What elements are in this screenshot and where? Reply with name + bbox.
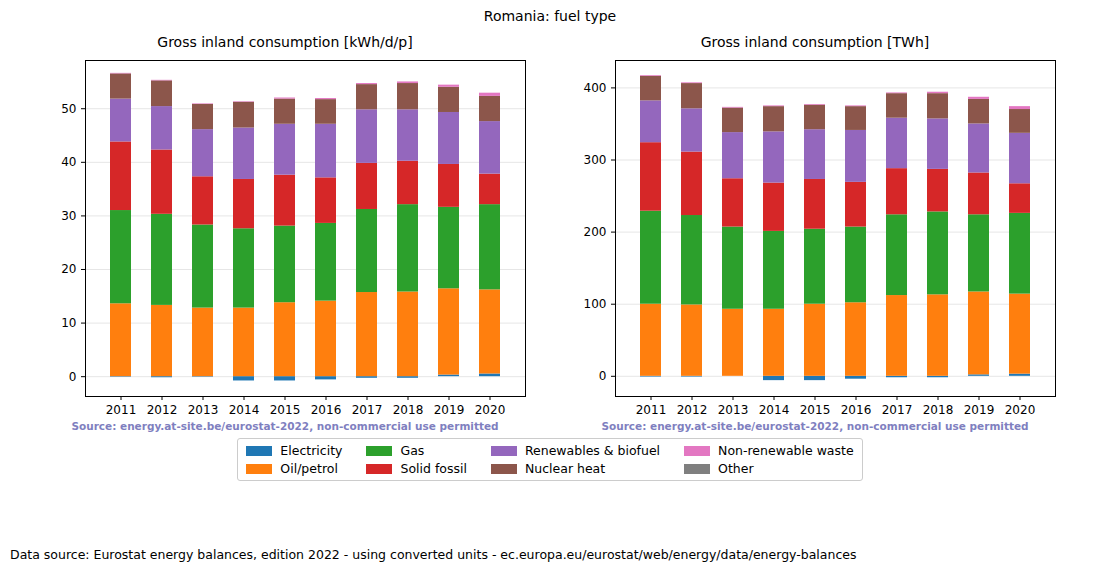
svg-text:50: 50 [61, 102, 76, 116]
svg-text:400: 400 [584, 81, 607, 95]
svg-text:2019: 2019 [964, 403, 995, 417]
html-text:Oil/petrol: Oil/petrol [280, 461, 338, 476]
html-text:Romania: fuel type: Romania: fuel type [483, 8, 617, 24]
svg-text:2020: 2020 [1005, 403, 1036, 417]
svg-text:2012: 2012 [147, 403, 178, 417]
html-text:Nuclear heat: Nuclear heat [524, 461, 606, 476]
svg-text:2012: 2012 [677, 403, 708, 417]
html-text:Electricity: Electricity [280, 443, 343, 458]
svg-text:200: 200 [584, 225, 607, 239]
svg-text:2014: 2014 [759, 403, 790, 417]
svg-text:2014: 2014 [229, 403, 260, 417]
html-text:Gross inland consumption [TWh]: Gross inland consumption [TWh] [700, 34, 930, 50]
svg-text:2019: 2019 [434, 403, 465, 417]
svg-text:0: 0 [599, 369, 607, 383]
svg-text:2018: 2018 [923, 403, 954, 417]
svg-text:2020: 2020 [475, 403, 506, 417]
html-text:Renewables & biofuel: Renewables & biofuel [524, 443, 661, 458]
svg-text:2017: 2017 [882, 403, 913, 417]
html-text:Gross inland consumption [kWh/: Gross inland consumption [kWh/d/p] [157, 34, 413, 50]
html-text:Non-renewable waste: Non-renewable waste [718, 443, 854, 458]
html-text:Other: Other [718, 461, 754, 476]
svg-text:2015: 2015 [270, 403, 301, 417]
svg-text:2018: 2018 [393, 403, 424, 417]
svg-text:2015: 2015 [800, 403, 831, 417]
html-text:Data source: Eurostat energy b: Data source: Eurostat energy balances, e… [10, 547, 857, 562]
svg-text:2016: 2016 [311, 403, 342, 417]
html-text:Source: energy.at-site.be/euro: Source: energy.at-site.be/eurostat-2022,… [71, 420, 499, 432]
svg-text:2017: 2017 [352, 403, 383, 417]
svg-text:30: 30 [61, 209, 76, 223]
svg-text:20: 20 [61, 262, 76, 276]
svg-text:300: 300 [584, 153, 607, 167]
svg-text:2011: 2011 [636, 403, 667, 417]
html-text:Source: energy.at-site.be/euro: Source: energy.at-site.be/eurostat-2022,… [601, 420, 1029, 432]
svg-text:10: 10 [61, 316, 76, 330]
svg-text:0: 0 [69, 370, 77, 384]
svg-text:2013: 2013 [718, 403, 749, 417]
svg-text:100: 100 [584, 297, 607, 311]
svg-text:40: 40 [61, 155, 76, 169]
svg-text:2013: 2013 [188, 403, 219, 417]
svg-text:2016: 2016 [841, 403, 872, 417]
html-text:Solid fossil: Solid fossil [400, 461, 467, 476]
svg-text:2011: 2011 [106, 403, 137, 417]
html-text:Gas: Gas [400, 443, 425, 458]
